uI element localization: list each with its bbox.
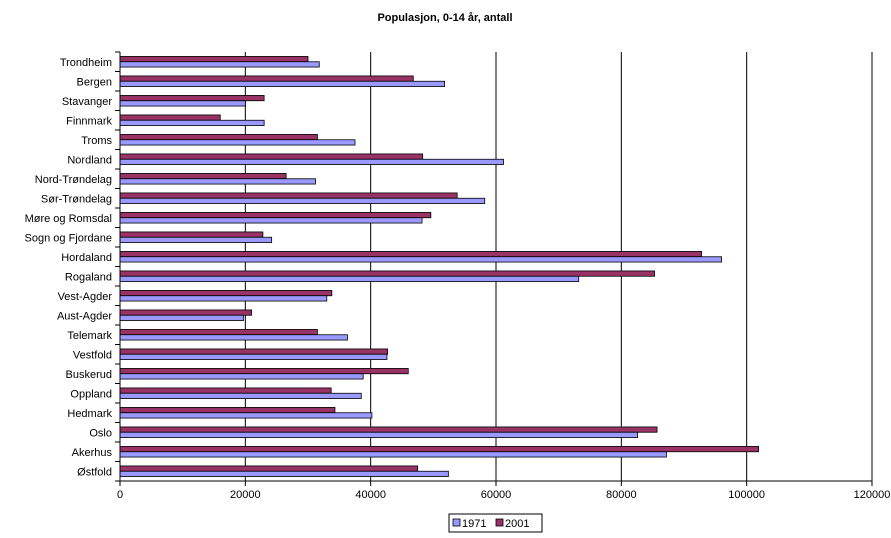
category-label: Møre og Romsdal bbox=[25, 213, 112, 225]
category-label: Rogaland bbox=[65, 271, 112, 283]
category-label: Buskerud bbox=[66, 369, 112, 381]
bar-2001 bbox=[119, 446, 759, 453]
x-tick-label: 80000 bbox=[606, 489, 637, 501]
x-tick-label: 40000 bbox=[355, 489, 386, 501]
bar-2001 bbox=[119, 56, 309, 63]
bar-2001 bbox=[119, 231, 264, 238]
bar-1971 bbox=[119, 353, 388, 360]
category-label: Finnmark bbox=[66, 115, 112, 127]
category-label: Bergen bbox=[77, 76, 112, 88]
legend: 1971 2001 bbox=[448, 513, 543, 533]
category-label: Vestfold bbox=[73, 349, 112, 361]
bar-1971 bbox=[119, 431, 639, 438]
bar-1971 bbox=[119, 217, 423, 224]
bar-1971 bbox=[119, 119, 265, 126]
bar-1971 bbox=[119, 236, 273, 243]
bar-2001 bbox=[119, 426, 658, 433]
bar-1971 bbox=[119, 80, 446, 87]
bar-2001 bbox=[119, 173, 287, 180]
bar-1971 bbox=[119, 100, 246, 107]
bar-2001 bbox=[119, 387, 332, 394]
legend-swatch bbox=[495, 518, 504, 527]
category-label: Sogn og Fjordane bbox=[25, 232, 112, 244]
bar-1971 bbox=[119, 256, 722, 263]
bar-2001 bbox=[119, 95, 265, 102]
bar-2001 bbox=[119, 251, 702, 258]
bar-2001 bbox=[119, 348, 388, 355]
bar-1971 bbox=[119, 61, 320, 68]
bar-2001 bbox=[119, 368, 409, 375]
bar-2001 bbox=[119, 153, 424, 160]
category-label: Vest-Agder bbox=[58, 291, 113, 303]
x-tick-label: 0 bbox=[117, 489, 123, 501]
bar-2001 bbox=[119, 329, 318, 336]
category-labels: Trondheim Bergen Stavanger Finnmark Troms Nor… bbox=[25, 57, 113, 479]
bar-1971 bbox=[119, 178, 316, 185]
bar-1971 bbox=[119, 334, 348, 341]
bar-2001 bbox=[119, 192, 458, 199]
bar-1971 bbox=[119, 197, 486, 204]
category-label: Nord-Trøndelag bbox=[35, 174, 112, 186]
bar-2001 bbox=[119, 309, 253, 316]
bar-1971 bbox=[119, 470, 449, 477]
bar-2001 bbox=[119, 290, 333, 297]
category-label: Hordaland bbox=[61, 252, 112, 264]
legend-label: 2001 bbox=[505, 518, 529, 530]
bar-1971 bbox=[119, 158, 504, 165]
bar-1971 bbox=[119, 314, 244, 321]
bar-1971 bbox=[119, 451, 667, 458]
x-tick-label: 120000 bbox=[854, 489, 891, 501]
bar-1971 bbox=[119, 373, 364, 380]
bar-2001 bbox=[119, 114, 221, 121]
legend-box bbox=[448, 513, 543, 533]
bar-2001 bbox=[119, 465, 419, 472]
category-label: Troms bbox=[81, 135, 112, 147]
category-label: Aust-Agder bbox=[57, 310, 112, 322]
bar-1971 bbox=[119, 392, 362, 399]
bar-2001 bbox=[119, 75, 414, 82]
category-label: Trondheim bbox=[60, 57, 112, 69]
legend-label: 1971 bbox=[462, 518, 486, 530]
bar-2001 bbox=[119, 212, 432, 219]
category-label: Oppland bbox=[70, 388, 112, 400]
bar-2001 bbox=[119, 270, 655, 277]
category-label: Nordland bbox=[67, 154, 112, 166]
category-label: Sør-Trøndelag bbox=[41, 193, 112, 205]
x-tick-label: 60000 bbox=[481, 489, 512, 501]
bar-1971 bbox=[119, 139, 356, 146]
bar-2001 bbox=[119, 134, 318, 141]
chart-title: Populasjon, 0-14 år, antall bbox=[377, 12, 512, 24]
category-label: Telemark bbox=[67, 330, 112, 342]
category-label: Akerhus bbox=[72, 447, 113, 459]
bar-1971 bbox=[119, 295, 328, 302]
axes bbox=[115, 51, 873, 486]
category-label: Hedmark bbox=[67, 408, 112, 420]
legend-swatch bbox=[452, 518, 461, 527]
category-label: Oslo bbox=[89, 427, 112, 439]
category-label: Østfold bbox=[77, 466, 112, 478]
bar-1971 bbox=[119, 412, 373, 419]
x-tick-labels: 0 20000 40000 60000 80000 100000 120000 bbox=[117, 489, 890, 501]
x-tick-label: 20000 bbox=[230, 489, 261, 501]
category-label: Stavanger bbox=[62, 96, 112, 108]
bar-2001 bbox=[119, 407, 336, 414]
bar-1971 bbox=[119, 275, 580, 282]
x-tick-label: 100000 bbox=[728, 489, 765, 501]
